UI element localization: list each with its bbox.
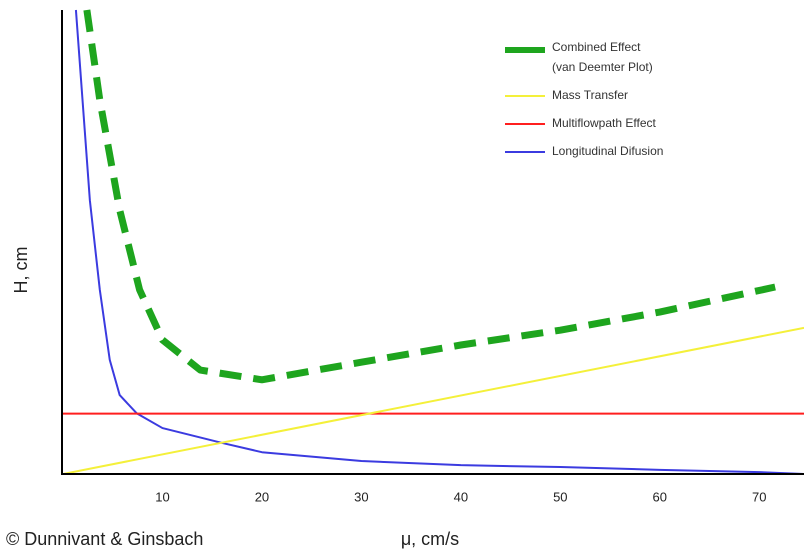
series-line bbox=[74, 9, 804, 475]
x-axis-label: μ, cm/s bbox=[401, 529, 459, 549]
y-axis-label: H, cm bbox=[11, 247, 31, 294]
x-tick-label: 70 bbox=[752, 489, 766, 504]
x-tick-label: 50 bbox=[553, 489, 567, 504]
legend-label: Mass Transfer bbox=[552, 88, 629, 102]
legend-item: Longitudinal Difusion bbox=[505, 144, 663, 161]
legend-item: Combined Effect (van Deemter Plot) bbox=[505, 40, 663, 77]
legend-swatch bbox=[505, 47, 545, 53]
legend-swatch bbox=[505, 95, 545, 97]
legend-label: Multiflowpath Effect bbox=[552, 116, 656, 130]
x-tick-label: 30 bbox=[354, 489, 368, 504]
x-tick-label: 20 bbox=[255, 489, 269, 504]
legend: Combined Effect (van Deemter Plot) Mass T… bbox=[505, 40, 663, 172]
legend-swatch bbox=[505, 123, 545, 125]
credit: © Dunnivant & Ginsbach bbox=[6, 529, 203, 549]
x-tick-label: 40 bbox=[454, 489, 468, 504]
x-tick-label: 10 bbox=[155, 489, 169, 504]
legend-label: Combined Effect (van Deemter Plot) bbox=[552, 40, 653, 74]
series-line bbox=[83, 9, 776, 384]
legend-item: Multiflowpath Effect bbox=[505, 116, 663, 133]
legend-swatch bbox=[505, 151, 545, 153]
legend-item: Mass Transfer bbox=[505, 88, 663, 105]
series-line bbox=[63, 326, 804, 475]
legend-label: Longitudinal Difusion bbox=[552, 144, 664, 158]
x-tick-label: 60 bbox=[653, 489, 667, 504]
